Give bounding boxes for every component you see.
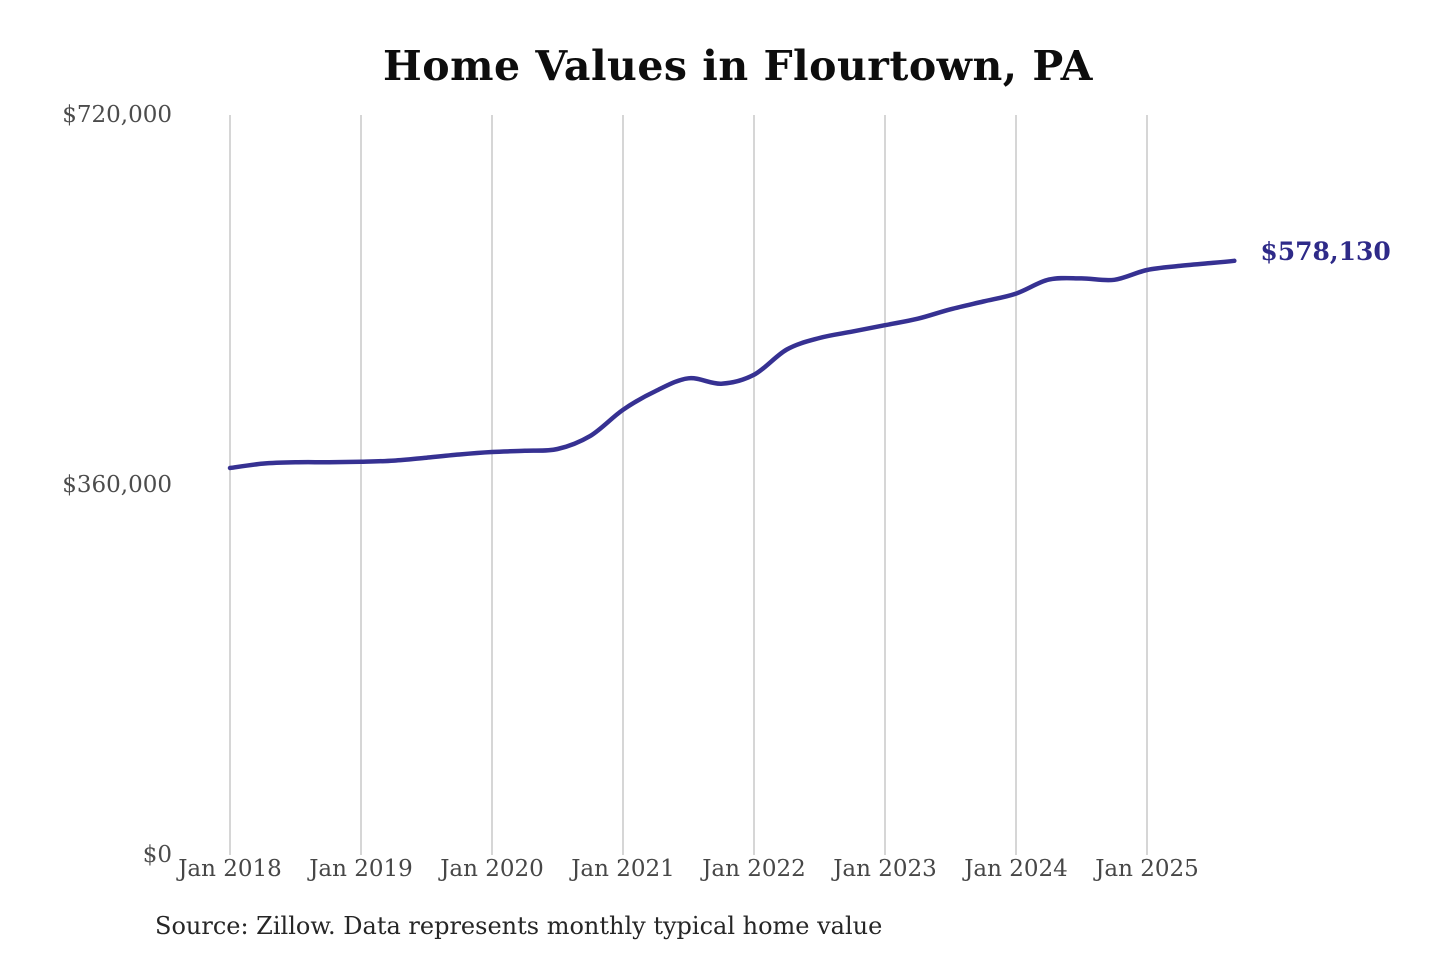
y-axis-tick-label: $360,000 bbox=[62, 472, 172, 498]
source-note: Source: Zillow. Data represents monthly … bbox=[155, 912, 883, 940]
latest-value-label: $578,130 bbox=[1260, 236, 1391, 266]
y-axis-tick-label: $720,000 bbox=[62, 102, 172, 128]
x-axis-tick-label: Jan 2020 bbox=[440, 856, 544, 882]
x-axis-tick-label: Jan 2023 bbox=[833, 856, 937, 882]
x-axis-tick-label: Jan 2022 bbox=[702, 856, 806, 882]
y-axis-tick-label: $0 bbox=[142, 842, 172, 868]
x-axis-tick-label: Jan 2021 bbox=[571, 856, 675, 882]
x-axis-tick-label: Jan 2019 bbox=[309, 856, 413, 882]
home-value-line bbox=[227, 258, 1237, 471]
x-axis-tick-label: Jan 2024 bbox=[964, 856, 1068, 882]
x-axis-tick-label: Jan 2025 bbox=[1095, 856, 1199, 882]
x-axis-tick-label: Jan 2018 bbox=[178, 856, 282, 882]
